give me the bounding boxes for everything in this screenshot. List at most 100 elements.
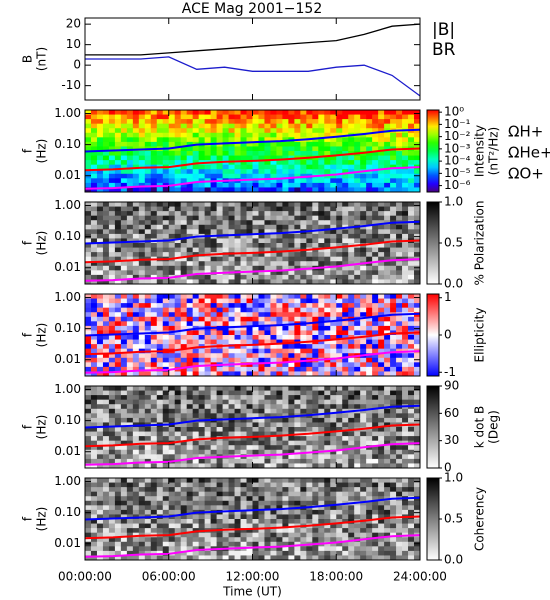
spectrogram-cell bbox=[180, 164, 188, 170]
spectrogram-cell bbox=[85, 261, 92, 267]
spectrogram-cell bbox=[228, 555, 236, 561]
spectrogram-cell bbox=[102, 335, 110, 341]
spectrogram-cell bbox=[270, 436, 277, 442]
spectrogram-cell bbox=[348, 215, 355, 221]
spectrogram-cell bbox=[246, 362, 253, 368]
spectrogram-cell bbox=[318, 247, 325, 253]
spectrogram-cell bbox=[348, 312, 355, 318]
spectrogram-cell bbox=[198, 353, 206, 359]
spectrogram-cell bbox=[330, 247, 337, 253]
spectrogram-cell bbox=[384, 445, 391, 451]
spectrogram-cell bbox=[342, 440, 349, 446]
spectrogram-cell bbox=[336, 298, 343, 304]
spectrogram-cell bbox=[186, 252, 194, 258]
spectrogram-cell bbox=[318, 431, 325, 437]
spectrogram-cell bbox=[330, 137, 337, 143]
spectrogram-cell bbox=[306, 325, 313, 331]
spectrogram-cell bbox=[138, 128, 146, 134]
spectrogram-cell bbox=[252, 362, 259, 368]
spectrogram-cell bbox=[138, 371, 146, 377]
spectrogram-cell bbox=[408, 270, 415, 276]
spectrogram-cell bbox=[336, 169, 343, 175]
spectrogram-cell bbox=[312, 160, 319, 166]
spectrogram-cell bbox=[168, 496, 176, 502]
spectrogram-cell bbox=[258, 330, 265, 336]
spectrogram-cell bbox=[396, 449, 403, 455]
spectrogram-cell bbox=[162, 344, 170, 350]
spectrogram-cell bbox=[300, 390, 307, 396]
spectrogram-cell bbox=[150, 325, 158, 331]
spectrogram-cell bbox=[180, 252, 188, 258]
spectrogram-cell bbox=[234, 164, 242, 170]
spectrogram-cell bbox=[174, 386, 182, 392]
spectrogram-cell bbox=[240, 169, 248, 175]
spectrogram-cell bbox=[372, 440, 379, 446]
spectrogram-cell bbox=[330, 371, 337, 377]
spectrogram-cell bbox=[378, 256, 385, 262]
spectrogram-cell bbox=[126, 500, 134, 506]
spectrogram-cell bbox=[216, 537, 224, 543]
spectrogram-cell bbox=[330, 316, 337, 322]
spectrogram-cell bbox=[228, 128, 236, 134]
spectrogram-cell bbox=[144, 463, 152, 469]
spectrogram-cell bbox=[312, 427, 319, 433]
spectrogram-cell bbox=[132, 454, 140, 460]
spectrogram-cell bbox=[366, 316, 373, 322]
spectrogram-cell bbox=[276, 146, 283, 152]
spectrogram-cell bbox=[114, 238, 122, 244]
spectrogram-cell bbox=[378, 404, 385, 410]
spectrogram-cell bbox=[144, 312, 152, 318]
spectrogram-cell bbox=[282, 164, 289, 170]
spectrogram-cell bbox=[270, 427, 277, 433]
spectrogram-cell bbox=[396, 386, 403, 392]
spectrogram-cell bbox=[126, 265, 134, 271]
spectrogram-cell bbox=[102, 252, 110, 258]
spectrogram-cell bbox=[204, 404, 212, 410]
spectrogram-cell bbox=[168, 160, 176, 166]
spectrogram-cell bbox=[270, 307, 277, 313]
spectrogram-cell bbox=[318, 487, 325, 493]
spectrogram-cell bbox=[270, 119, 277, 125]
spectrogram-cell bbox=[276, 386, 283, 392]
spectrogram-cell bbox=[192, 173, 200, 179]
spectrogram-cell bbox=[150, 335, 158, 341]
spectrogram-cell bbox=[372, 256, 379, 262]
spectrogram-cell bbox=[204, 386, 212, 392]
spectrogram-cell bbox=[336, 141, 343, 147]
spectrogram-cell bbox=[168, 555, 176, 561]
spectrogram-cell bbox=[384, 110, 391, 116]
spectrogram-cell bbox=[396, 160, 403, 166]
spectrogram-cell bbox=[222, 182, 230, 188]
spectrogram-cell bbox=[318, 422, 325, 428]
spectrogram-cell bbox=[294, 546, 301, 552]
spectrogram-cell bbox=[198, 514, 206, 520]
spectrogram-cell bbox=[414, 357, 421, 363]
spectrogram-cell bbox=[384, 422, 391, 428]
spectrogram-cell bbox=[192, 386, 200, 392]
spectrogram-cell bbox=[85, 519, 92, 525]
spectrogram-cell bbox=[150, 123, 158, 129]
spectrogram-cell bbox=[360, 399, 367, 405]
spectrogram-cell bbox=[144, 215, 152, 221]
spectrogram-cell bbox=[85, 178, 92, 184]
spectrogram-cell bbox=[270, 344, 277, 350]
spectrogram-cell bbox=[85, 496, 92, 502]
spectrogram-cell bbox=[366, 211, 373, 217]
spectrogram-cell bbox=[186, 182, 194, 188]
spectrogram-cell bbox=[336, 137, 343, 143]
spectrogram-cell bbox=[228, 449, 236, 455]
spectrogram-cell bbox=[390, 458, 397, 464]
spectrogram-cell bbox=[246, 386, 253, 392]
spectrogram-cell bbox=[126, 413, 134, 419]
spectrogram-cell bbox=[306, 114, 313, 120]
spectrogram-cell bbox=[258, 427, 265, 433]
spectrogram-cell bbox=[180, 270, 188, 276]
spectrogram-cell bbox=[150, 243, 158, 249]
spectrogram-cell bbox=[396, 316, 403, 322]
spectrogram-cell bbox=[168, 119, 176, 125]
spectrogram-cell bbox=[150, 137, 158, 143]
spectrogram-cell bbox=[96, 325, 104, 331]
spectrogram-cell bbox=[216, 303, 224, 309]
spectrogram-cell bbox=[180, 224, 188, 230]
spectrogram-cell bbox=[330, 261, 337, 267]
